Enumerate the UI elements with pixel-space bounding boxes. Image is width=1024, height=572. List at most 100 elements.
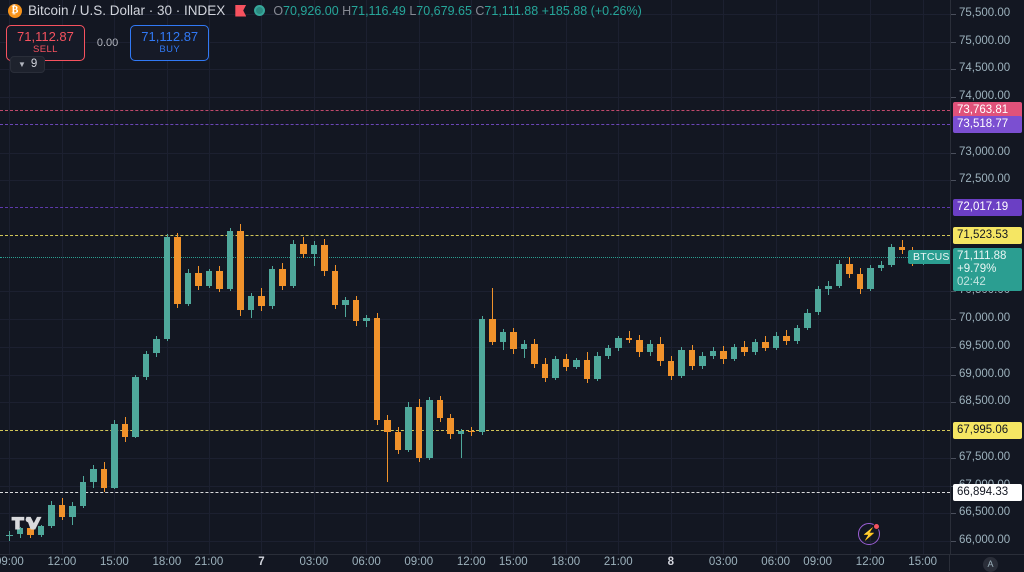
candle-body xyxy=(174,237,181,304)
sell-button[interactable]: 71,112.87 SELL xyxy=(6,25,85,61)
price-tick-mark xyxy=(951,97,956,99)
grid-line-vertical xyxy=(366,0,368,555)
grid-line-vertical xyxy=(723,0,725,555)
price-line-resistance-pink[interactable] xyxy=(0,110,950,112)
series-badge-btcusd[interactable]: BTCUSD xyxy=(908,250,963,265)
page-title[interactable]: Bitcoin / U.S. Dollar · 30 · INDEX xyxy=(28,3,226,18)
buy-button[interactable]: 71,112.87 BUY xyxy=(130,25,210,61)
candle-body xyxy=(226,231,234,290)
price-scale[interactable]: 75,500.00 75,000.00 74,500.00 74,000.00 73,0… xyxy=(950,0,1024,555)
sell-price: 71,112.87 xyxy=(17,29,74,44)
price-line-level-yellow-upper[interactable] xyxy=(0,234,950,236)
candle-body xyxy=(741,346,748,353)
candle-body xyxy=(688,350,695,366)
series-dot-icon xyxy=(254,5,266,16)
quantity-value: 9 xyxy=(30,58,38,70)
candle-body xyxy=(825,285,832,290)
price-line-level-purple-mid[interactable] xyxy=(0,207,950,209)
quantity-stepper[interactable]: ▼ 9 xyxy=(10,56,46,73)
candle-body xyxy=(69,505,76,518)
time-tick-label: 15:00 xyxy=(908,556,938,568)
price-tick-label: 72,500.00 xyxy=(959,173,1011,186)
candle-body xyxy=(342,300,349,305)
candle-body xyxy=(258,295,265,307)
grid-line-vertical xyxy=(114,0,116,555)
candle-body xyxy=(510,332,517,350)
price-line-level-white[interactable] xyxy=(0,491,950,493)
price-line-level-purple-upper[interactable] xyxy=(0,123,950,125)
time-tick-label: 12:00 xyxy=(855,556,885,568)
candle-body xyxy=(772,335,779,348)
lightning-bolt-icon[interactable]: ⚡ xyxy=(858,523,880,545)
candle-body xyxy=(237,231,244,311)
price-tick-mark xyxy=(951,513,956,515)
price-tick-label: 70,000.00 xyxy=(959,312,1011,325)
price-tick-label: 69,500.00 xyxy=(959,339,1011,352)
candle-body xyxy=(100,469,108,488)
time-scale[interactable]: A 09:00 12:00 15:00 18:00 21:00 7 03:00 06:00 09… xyxy=(0,554,1024,572)
high-value: 71,116.49 xyxy=(351,3,406,18)
price-axis-label-resistance-pink[interactable]: 73,763.81 xyxy=(953,102,1022,120)
candle-body xyxy=(594,355,601,380)
candle-body xyxy=(142,353,150,377)
price-tick-mark xyxy=(951,152,956,154)
candle-body xyxy=(268,269,276,307)
grid-line-vertical xyxy=(922,0,924,555)
candle-body xyxy=(363,318,370,322)
grid-line-vertical xyxy=(565,0,567,555)
candle-body xyxy=(48,504,55,527)
current-price-axis-label[interactable]: 71,111.88 +9.79% 02:42 xyxy=(953,248,1022,292)
candle-body xyxy=(646,343,653,353)
candle-body xyxy=(720,351,727,360)
candle-body xyxy=(573,360,580,367)
flag-icon[interactable] xyxy=(235,4,247,17)
candle-body xyxy=(394,432,402,451)
candle-wick xyxy=(492,288,493,345)
price-axis-label-level-purple-upper[interactable]: 73,518.77 xyxy=(953,115,1022,133)
price-tick-mark xyxy=(951,13,956,15)
candle-body xyxy=(468,431,475,433)
candle-body xyxy=(111,424,118,488)
price-tick-label: 74,500.00 xyxy=(959,62,1011,75)
bitcoin-icon: ₿ xyxy=(8,3,22,18)
time-tick-label: 7 xyxy=(258,556,265,568)
time-tick-label: 03:00 xyxy=(708,556,738,568)
bolt-glyph: ⚡ xyxy=(861,527,877,541)
candle-body xyxy=(783,335,790,342)
price-tick-mark xyxy=(951,374,956,376)
grid-line-vertical xyxy=(513,0,515,555)
candle-body xyxy=(373,318,381,421)
candle-wick xyxy=(461,429,462,458)
price-line-level-yellow-lower[interactable] xyxy=(0,430,950,432)
current-price-change: +9.79% xyxy=(957,263,997,276)
low-label: L xyxy=(409,3,417,18)
candle-wick xyxy=(902,240,903,254)
chart-pane[interactable] xyxy=(0,0,950,555)
buy-label: BUY xyxy=(159,44,181,55)
time-tick-label: 18:00 xyxy=(152,556,182,568)
candle-body xyxy=(37,526,45,535)
candle-body xyxy=(583,360,590,380)
price-axis-label-level-purple-mid[interactable]: 72,017.19 xyxy=(953,199,1022,217)
grid-line-horizontal xyxy=(0,457,950,459)
candle-body xyxy=(678,350,685,376)
candle-body xyxy=(562,359,569,367)
buy-price: 71,112.87 xyxy=(141,29,199,44)
grid-line-vertical xyxy=(9,0,11,555)
grid-line-vertical xyxy=(670,0,672,555)
price-tick-label: 69,000.00 xyxy=(959,367,1011,380)
price-axis-label-level-yellow-upper[interactable]: 71,523.53 xyxy=(953,226,1022,244)
price-axis-label-level-yellow-lower[interactable]: 67,995.06 xyxy=(953,422,1022,440)
grid-line-horizontal xyxy=(0,69,950,71)
grid-line-horizontal xyxy=(0,541,950,543)
candle-body xyxy=(856,273,863,290)
tradingview-logo[interactable] xyxy=(10,515,44,535)
candle-body xyxy=(321,244,328,272)
price-tick-mark xyxy=(951,346,956,348)
auto-scale-badge[interactable]: A xyxy=(983,557,998,572)
price-axis-label-level-white[interactable]: 66,894.33 xyxy=(953,483,1022,501)
candle-body xyxy=(58,504,66,518)
grid-line-horizontal xyxy=(0,152,950,154)
candle-body xyxy=(405,406,412,451)
